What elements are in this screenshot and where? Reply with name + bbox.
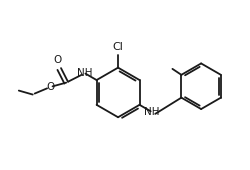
Text: O: O [54,55,62,65]
Text: NH: NH [143,107,158,117]
Text: O: O [46,82,54,92]
Text: NH: NH [77,68,92,78]
Text: Cl: Cl [112,42,123,52]
